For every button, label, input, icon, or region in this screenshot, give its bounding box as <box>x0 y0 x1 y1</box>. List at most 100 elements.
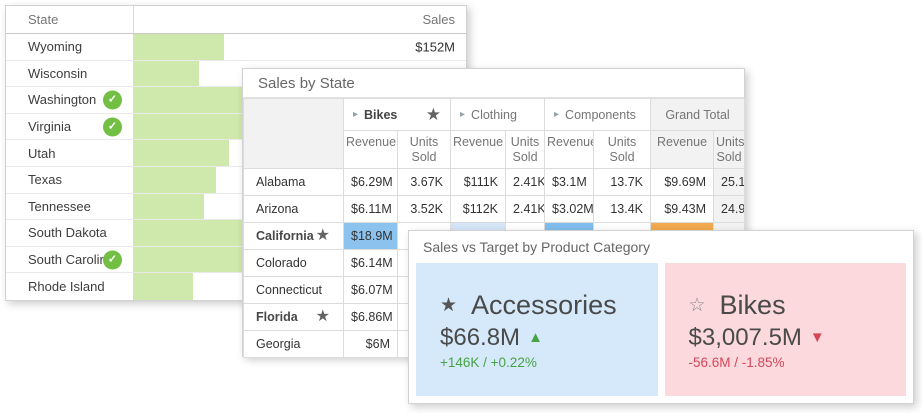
state-name: South Carolina <box>28 252 114 268</box>
sales-bar <box>134 166 216 193</box>
row-header: Georgia <box>243 330 344 358</box>
state-name: Wisconsin <box>28 65 88 81</box>
row-header: Florida ★ <box>243 303 344 331</box>
pivot-row-arizona[interactable]: Arizona $6.11M 3.52K $112K 2.41K $3.02M … <box>243 195 746 223</box>
cell-bikes-revenue[interactable]: $6M <box>343 330 398 358</box>
trend-up-icon: ▲ <box>528 329 543 346</box>
cell-grand-total-revenue[interactable]: $9.43M <box>650 195 715 223</box>
pivot-title: Sales by State <box>243 69 744 98</box>
sales-value: $152M <box>415 39 455 55</box>
card-delta: -56.6M / -1.85% <box>688 354 785 370</box>
cell-components-revenue[interactable]: $3.02M <box>544 195 595 223</box>
state-row-texas[interactable]: Texas <box>6 166 466 194</box>
state-row-south-carolina[interactable]: South Carolina ✓ <box>6 246 466 274</box>
sales-bar <box>134 34 224 60</box>
sales-bar <box>134 220 246 246</box>
state-name: Virginia <box>28 119 72 135</box>
card-value: $66.8M <box>440 323 521 351</box>
row-header: California ★ <box>243 222 344 250</box>
check-badge-icon: ✓ <box>103 117 122 137</box>
sales-bar <box>134 193 204 220</box>
favorite-star-icon[interactable]: ★ <box>440 294 458 316</box>
state-row-virginia[interactable]: Virginia ✓ <box>6 113 466 141</box>
measure-header-units[interactable]: Units Sold <box>713 130 746 169</box>
cell-bikes-units[interactable]: 3.67K <box>396 168 452 196</box>
cell-grand-total-revenue[interactable]: $9.69M <box>650 168 715 196</box>
expand-caret-icon[interactable]: ▸ <box>460 108 466 120</box>
cell-clothing-units[interactable]: 2.41K <box>505 195 546 223</box>
measure-header-units[interactable]: Units Sold <box>505 130 546 169</box>
state-row-tennessee[interactable]: Tennessee <box>6 193 466 221</box>
state-row-wisconsin[interactable]: Wisconsin <box>6 60 466 88</box>
state-row-utah[interactable]: Utah <box>6 140 466 167</box>
column-group-grand-total: Grand Total <box>650 98 746 131</box>
column-group-components[interactable]: ▸ Components <box>544 98 652 131</box>
favorite-star-icon[interactable]: ★ <box>425 105 442 124</box>
cell-bikes-revenue[interactable]: $6.11M <box>343 195 398 223</box>
cell-bikes-revenue[interactable]: $6.07M <box>343 276 398 304</box>
cell-clothing-revenue[interactable]: $111K <box>450 168 507 196</box>
pivot-corner-cell <box>243 98 344 169</box>
trend-down-icon: ▼ <box>809 329 825 346</box>
cell-bikes-revenue[interactable]: $6.29M <box>343 168 398 196</box>
cell-clothing-revenue[interactable]: $112K <box>450 195 507 223</box>
expand-caret-icon[interactable]: ▸ <box>554 108 560 120</box>
cell-components-units[interactable]: 13.4K <box>593 195 652 223</box>
favorite-star-outline-icon[interactable]: ☆ <box>688 294 706 316</box>
state-name: Texas <box>28 172 62 188</box>
measure-header-revenue[interactable]: Revenue <box>343 130 398 169</box>
pivot-row-alabama[interactable]: Alabama $6.29M 3.67K $111K 2.41K $3.1M 1… <box>243 168 746 196</box>
cell-bikes-revenue[interactable]: $6.86M <box>343 303 398 331</box>
card-category-name: Accessories <box>471 289 617 320</box>
cell-components-revenue[interactable]: $3.1M <box>544 168 595 196</box>
state-column-header[interactable]: State <box>6 6 134 33</box>
state-row-south-dakota[interactable]: South Dakota <box>6 220 466 247</box>
check-badge-icon: ✓ <box>103 90 122 110</box>
state-name: Utah <box>28 145 56 161</box>
kpi-card-accessories[interactable]: ★ Accessories $66.8M ▲ +146K / +0.22% <box>416 263 658 396</box>
kpi-card-bikes[interactable]: ☆ Bikes $3,007.5M ▼ -56.6M / -1.85% <box>664 263 906 396</box>
state-row-wyoming[interactable]: Wyoming $152M <box>6 34 466 61</box>
column-group-clothing[interactable]: ▸ Clothing <box>450 98 546 131</box>
measure-header-revenue[interactable]: Revenue <box>544 130 595 169</box>
expand-caret-icon[interactable]: ▸ <box>353 108 359 120</box>
measure-header-revenue[interactable]: Revenue <box>650 130 715 169</box>
sales-bar <box>134 273 193 300</box>
row-header: Arizona <box>243 195 344 223</box>
state-row-rhode-island[interactable]: Rhode Island <box>6 273 466 300</box>
favorite-star-icon[interactable]: ★ <box>315 308 330 325</box>
cell-grand-total-units[interactable]: 24.9K <box>713 195 746 223</box>
check-badge-icon: ✓ <box>103 250 122 270</box>
row-header: Connecticut <box>243 276 344 304</box>
state-name: Rhode Island <box>28 279 105 295</box>
grid-header-row: State Sales <box>6 6 466 34</box>
sales-column-header[interactable]: Sales <box>422 12 455 27</box>
state-row-washington[interactable]: Washington ✓ <box>6 87 466 114</box>
sales-bar <box>134 87 246 113</box>
state-name: Wyoming <box>28 39 83 55</box>
measure-header-units[interactable]: Units Sold <box>593 130 652 169</box>
cell-grand-total-units[interactable]: 25.1K <box>713 168 746 196</box>
measure-header-units[interactable]: Units Sold <box>396 130 452 169</box>
row-header: Alabama <box>243 168 344 196</box>
cell-bikes-units[interactable]: 3.52K <box>396 195 452 223</box>
sales-bar <box>134 113 246 140</box>
card-category-name: Bikes <box>719 289 786 320</box>
sales-bar <box>134 60 199 87</box>
column-group-bikes[interactable]: ▸ Bikes ★ <box>342 98 452 131</box>
sales-bar <box>134 140 229 166</box>
cell-bikes-revenue[interactable]: $6.14M <box>343 249 398 277</box>
sales-vs-target-panel: Sales vs Target by Product Category ★ Ac… <box>408 230 914 404</box>
cell-clothing-units[interactable]: 2.41K <box>505 168 546 196</box>
measure-header-revenue[interactable]: Revenue <box>450 130 507 169</box>
row-header: Colorado <box>243 249 344 277</box>
cards-panel-title: Sales vs Target by Product Category <box>423 238 650 255</box>
state-name: Washington <box>28 92 97 108</box>
favorite-star-icon[interactable]: ★ <box>315 227 330 244</box>
cell-components-units[interactable]: 13.7K <box>593 168 652 196</box>
kpi-cards-container: ★ Accessories $66.8M ▲ +146K / +0.22% ☆ … <box>416 263 906 396</box>
card-value: $3,007.5M <box>688 323 802 351</box>
sales-bar <box>134 246 246 273</box>
cell-bikes-revenue[interactable]: $18.9M <box>343 222 398 250</box>
card-delta: +146K / +0.22% <box>440 354 537 370</box>
